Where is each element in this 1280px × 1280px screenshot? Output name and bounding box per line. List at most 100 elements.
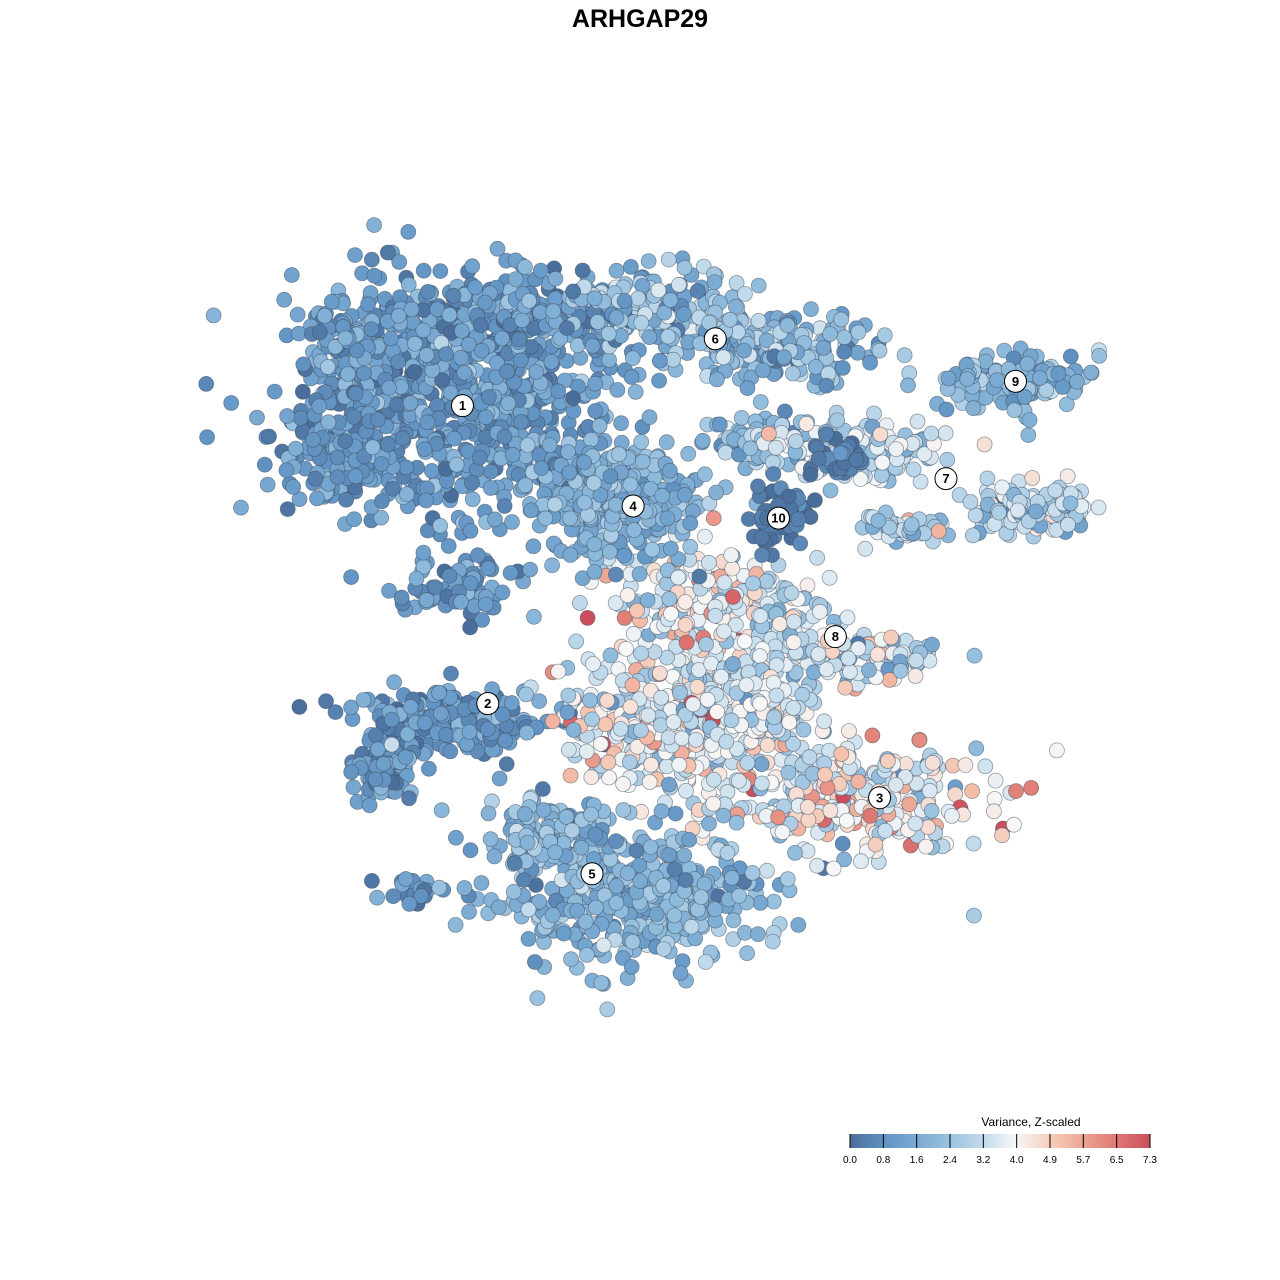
cell-point (728, 275, 745, 291)
cell-point (589, 314, 606, 330)
cell-point (292, 410, 309, 427)
cell-point (994, 479, 1011, 496)
cell-point (780, 764, 797, 781)
cell-point (588, 899, 604, 916)
cell-point (896, 347, 913, 364)
cell-point (504, 446, 521, 463)
cluster-label-text: 2 (484, 696, 491, 711)
cell-point (363, 321, 380, 338)
cell-point (608, 895, 625, 911)
cell-point (962, 493, 979, 510)
cell-point (402, 395, 419, 412)
cell-point (373, 456, 390, 472)
cell-point (784, 365, 801, 382)
cell-point (633, 314, 650, 331)
cell-point (836, 329, 853, 346)
cell-point (1032, 370, 1048, 386)
cell-point (494, 584, 511, 601)
cell-point (413, 888, 430, 904)
cell-point (665, 351, 682, 368)
cell-point (364, 439, 381, 456)
cell-point (979, 470, 996, 487)
cell-point (744, 865, 761, 881)
cell-point (316, 307, 333, 324)
cell-point (415, 322, 432, 339)
cell-point (833, 746, 850, 762)
cell-point (866, 405, 882, 422)
cell-point (678, 634, 695, 651)
cell-point (373, 509, 390, 526)
cell-point (1038, 382, 1055, 399)
cell-point (837, 679, 854, 696)
cell-point (850, 640, 867, 657)
cell-point (681, 832, 697, 848)
cell-point (838, 812, 855, 829)
cell-point (348, 342, 365, 359)
cell-point (587, 826, 604, 843)
cell-point (568, 633, 585, 650)
cell-point (752, 648, 768, 664)
cell-point (586, 564, 603, 580)
cell-point (249, 409, 265, 426)
cell-point (802, 466, 819, 483)
legend-tick-label: 0.8 (876, 1155, 890, 1166)
cell-point (722, 311, 738, 328)
cell-point (736, 342, 752, 359)
cell-point (624, 933, 641, 950)
cell-point (977, 758, 994, 775)
cell-point (923, 425, 940, 442)
cell-point (790, 917, 807, 933)
cell-point (770, 809, 786, 826)
cell-point (311, 324, 328, 341)
cell-point (562, 510, 578, 527)
cell-point (360, 296, 377, 313)
cell-point (767, 439, 784, 456)
cell-point (715, 807, 732, 824)
cell-point (728, 616, 744, 633)
cell-point (901, 796, 918, 813)
cluster-label-badge (1003, 369, 1027, 393)
cell-point (205, 307, 222, 324)
cluster-label-text: 3 (876, 790, 883, 805)
cell-point (586, 536, 603, 553)
cell-point (697, 466, 713, 483)
cell-point (658, 434, 675, 451)
cluster-label-badge (868, 786, 892, 810)
cell-point (473, 875, 490, 891)
cell-point (613, 415, 629, 432)
cell-point (839, 609, 856, 626)
legend-tick-label: 7.3 (1143, 1155, 1157, 1166)
cell-point (753, 530, 770, 546)
cell-point (607, 496, 624, 513)
cell-point (642, 480, 659, 497)
cell-point (688, 731, 704, 748)
cell-point (373, 493, 390, 510)
cell-point (736, 633, 753, 650)
cell-point (682, 515, 699, 532)
cell-point (752, 895, 769, 911)
cell-point (753, 756, 770, 773)
cell-point (871, 342, 888, 359)
cell-point (261, 428, 277, 445)
cell-point (558, 809, 575, 825)
cell-point (569, 902, 585, 919)
cell-point (780, 488, 797, 505)
cell-point (991, 504, 1007, 521)
cell-point (705, 771, 722, 788)
cell-point (500, 395, 517, 412)
cell-point (803, 301, 819, 318)
cell-point (584, 711, 600, 728)
cell-point (807, 359, 824, 375)
cell-point (366, 217, 383, 234)
cell-point (565, 283, 581, 300)
cell-point (520, 901, 537, 918)
cell-point (385, 888, 402, 905)
cell-point (965, 400, 982, 417)
cell-point (834, 835, 851, 852)
legend-colorbar (850, 1134, 1150, 1148)
cell-point (608, 262, 625, 279)
cluster-label-text: 9 (1012, 374, 1019, 389)
cell-point (369, 411, 386, 428)
cell-point (676, 847, 693, 864)
